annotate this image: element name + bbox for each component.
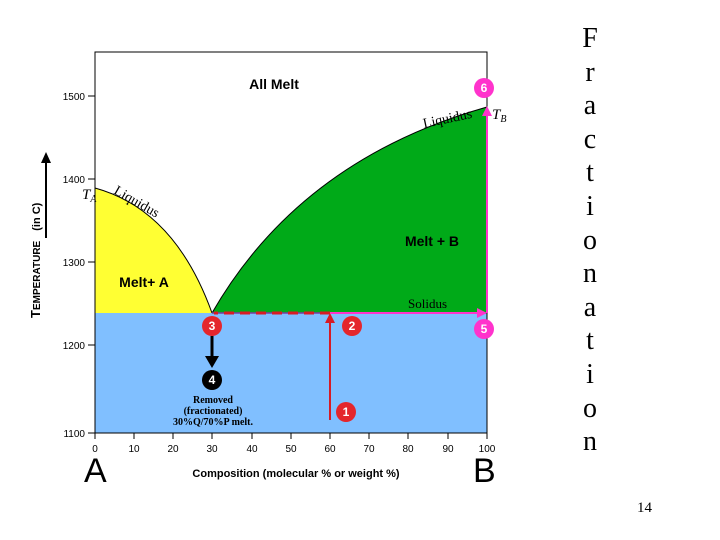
slide-title-vertical: F r a c t i o n a t i o n xyxy=(575,22,605,459)
y-tick-1100: 1100 xyxy=(63,429,85,440)
liquidus-left-curve xyxy=(94,187,213,314)
title-letter: F xyxy=(582,23,598,54)
y-ticks xyxy=(88,95,95,434)
svg-text:6: 6 xyxy=(481,81,488,95)
step-marker-1: 1 xyxy=(336,402,356,422)
tb-label: TB xyxy=(492,107,506,125)
svg-text:4: 4 xyxy=(209,373,216,387)
x-tick-30: 30 xyxy=(206,444,218,455)
x-tick-60: 60 xyxy=(324,444,336,455)
solidus-label: Solidus xyxy=(408,296,447,311)
melt-a-label: Melt+ A xyxy=(119,274,169,290)
y-axis-label-group: TEMPERATURE(in C) xyxy=(28,152,51,318)
step-marker-4: 4 xyxy=(202,370,222,390)
title-letter: i xyxy=(586,358,594,390)
y-tick-1200: 1200 xyxy=(63,341,86,352)
melt-a-region xyxy=(95,188,212,313)
step-marker-5: 5 xyxy=(474,319,494,339)
x-axis-label: Composition (molecular % or weight %) xyxy=(192,468,400,480)
path-2-to-5-arrow xyxy=(477,308,487,318)
title-letter: a xyxy=(583,291,597,323)
slide-number: 14 xyxy=(637,500,652,516)
svg-text:5: 5 xyxy=(481,322,488,336)
removed-note-line-2: (fractionated) xyxy=(184,406,243,417)
title-letter: t xyxy=(586,325,594,357)
x-tick-10: 10 xyxy=(128,444,140,455)
y-axis-arrow-head xyxy=(41,152,51,163)
y-axis-label: TEMPERATURE(in C) xyxy=(28,202,43,318)
ta-label: TA xyxy=(82,187,97,205)
svg-text:1: 1 xyxy=(343,405,350,419)
step-marker-6: 6 xyxy=(474,78,494,98)
removed-note-line-3: 30%Q/70%P melt. xyxy=(173,417,253,428)
y-tick-1500: 1500 xyxy=(63,92,86,103)
melt-b-region xyxy=(212,107,487,313)
x-tick-50: 50 xyxy=(285,444,297,455)
x-tick-80: 80 xyxy=(402,444,414,455)
x-tick-20: 20 xyxy=(167,444,179,455)
removed-note: Removed (fractionated) 30%Q/70%P melt. xyxy=(173,395,253,428)
title-letter: t xyxy=(586,157,594,189)
title-letter: n xyxy=(583,258,597,290)
title-letter: n xyxy=(583,426,597,458)
x-ticks xyxy=(94,433,488,439)
y-tick-1400: 1400 xyxy=(63,175,86,186)
svg-text:3: 3 xyxy=(209,319,216,333)
title-letter: c xyxy=(583,123,597,155)
svg-text:2: 2 xyxy=(349,319,356,333)
title-letter: r xyxy=(585,56,595,88)
x-tick-40: 40 xyxy=(246,444,258,455)
solid-region xyxy=(95,313,487,433)
x-tick-100: 100 xyxy=(479,444,496,455)
removal-arrow-head xyxy=(205,356,219,368)
step-marker-2: 2 xyxy=(342,316,362,336)
title-letter: a xyxy=(583,90,597,122)
path-5-to-6-arrow xyxy=(482,106,492,116)
removed-note-line-1: Removed xyxy=(193,395,233,406)
corner-label-a: A xyxy=(84,452,107,490)
melt-b-label: Melt + B xyxy=(405,233,459,249)
corner-label-b: B xyxy=(473,452,496,490)
x-tick-70: 70 xyxy=(363,444,375,455)
x-tick-0: 0 xyxy=(92,444,98,455)
title-letter: o xyxy=(583,224,597,256)
title-letter: o xyxy=(583,392,597,424)
x-tick-90: 90 xyxy=(442,444,454,455)
step-marker-3: 3 xyxy=(202,316,222,336)
all-melt-label: All Melt xyxy=(249,76,299,92)
y-tick-1300: 1300 xyxy=(63,258,86,269)
title-letter: i xyxy=(586,190,594,222)
path-1-to-2-arrow xyxy=(325,313,335,323)
liquidus-right-curve xyxy=(211,106,488,314)
